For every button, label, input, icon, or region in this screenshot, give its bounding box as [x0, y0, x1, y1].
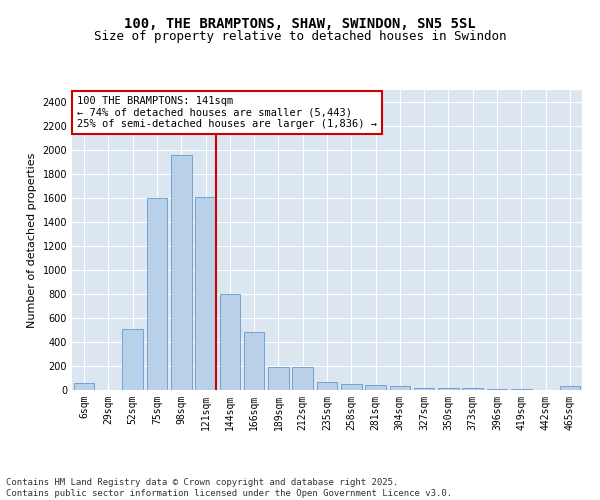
Bar [244, 332, 265, 390]
Bar [317, 382, 337, 390]
Text: 100, THE BRAMPTONS, SHAW, SWINDON, SN5 5SL: 100, THE BRAMPTONS, SHAW, SWINDON, SN5 5… [124, 18, 476, 32]
Bar [365, 385, 386, 390]
Bar [414, 388, 434, 390]
Bar [463, 388, 483, 390]
Bar [146, 198, 167, 390]
Bar [268, 366, 289, 390]
Bar [341, 384, 362, 390]
Bar [74, 384, 94, 390]
Bar [220, 294, 240, 390]
Bar [389, 386, 410, 390]
Text: Size of property relative to detached houses in Swindon: Size of property relative to detached ho… [94, 30, 506, 43]
Bar [560, 386, 580, 390]
Text: Contains HM Land Registry data © Crown copyright and database right 2025.
Contai: Contains HM Land Registry data © Crown c… [6, 478, 452, 498]
Bar [195, 197, 216, 390]
Bar [438, 388, 459, 390]
Bar [292, 366, 313, 390]
Text: 100 THE BRAMPTONS: 141sqm
← 74% of detached houses are smaller (5,443)
25% of se: 100 THE BRAMPTONS: 141sqm ← 74% of detac… [77, 96, 377, 129]
Bar [171, 155, 191, 390]
Bar [122, 329, 143, 390]
Y-axis label: Number of detached properties: Number of detached properties [27, 152, 37, 328]
Bar [487, 389, 508, 390]
